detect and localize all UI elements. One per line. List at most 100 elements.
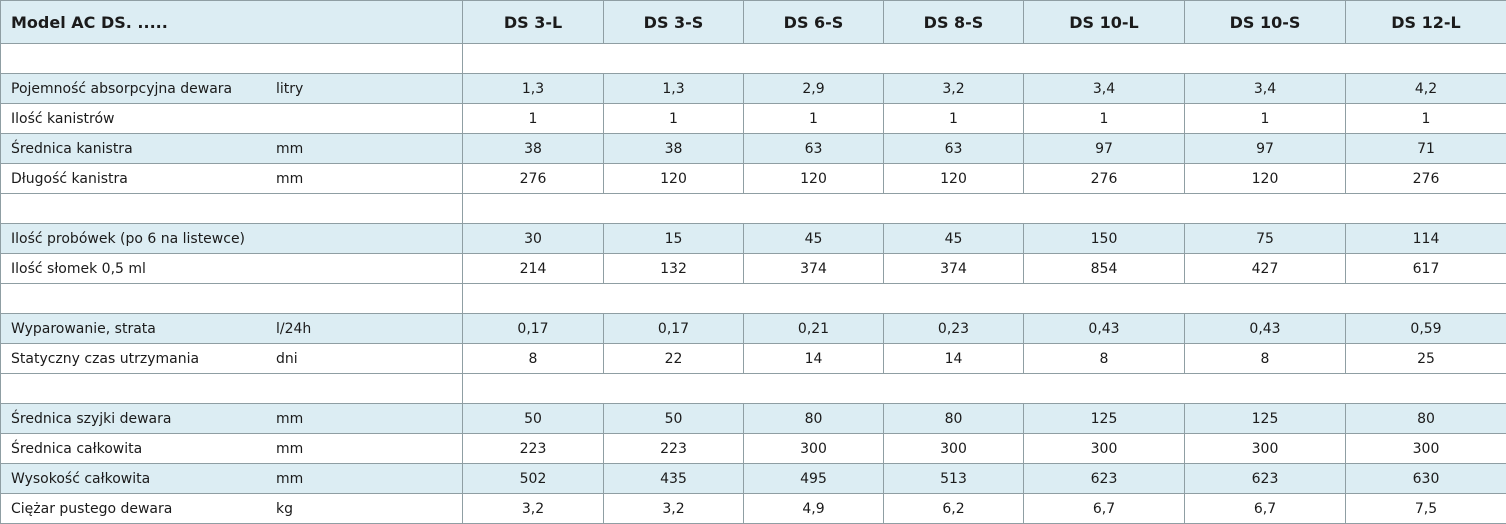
spacer-cell [1, 284, 463, 314]
row-label: Ilość słomek 0,5 ml [11, 261, 146, 277]
value-cell: 1 [1024, 104, 1185, 134]
value-cell: 623 [1185, 464, 1346, 494]
row-label: Ilość probówek (po 6 na listewce) [11, 231, 245, 247]
value-cell: 97 [1185, 134, 1346, 164]
value-cell: 1 [744, 104, 884, 134]
value-cell: 214 [463, 254, 604, 284]
value-cell: 374 [884, 254, 1024, 284]
value-cell: 300 [1024, 434, 1185, 464]
row-label: Średnica szyjki dewara [11, 411, 171, 427]
value-cell: 14 [884, 344, 1024, 374]
value-cell: 71 [1346, 134, 1506, 164]
value-cell: 22 [604, 344, 744, 374]
value-cell: 623 [1024, 464, 1185, 494]
row-label-cell: Pojemność absorpcyjna dewara litry [1, 74, 463, 104]
value-cell: 427 [1185, 254, 1346, 284]
value-cell: 3,4 [1185, 74, 1346, 104]
value-cell: 80 [884, 404, 1024, 434]
row-label-cell: Ilość kanistrów [1, 104, 463, 134]
value-cell: 4,2 [1346, 74, 1506, 104]
value-cell: 120 [744, 164, 884, 194]
value-cell: 120 [884, 164, 1024, 194]
value-cell: 1 [463, 104, 604, 134]
value-cell: 300 [744, 434, 884, 464]
row-unit: mm [276, 141, 303, 157]
value-cell: 502 [463, 464, 604, 494]
spacer-cell [1, 194, 463, 224]
value-cell: 0,23 [884, 314, 1024, 344]
value-cell: 45 [744, 224, 884, 254]
value-cell: 300 [884, 434, 1024, 464]
value-cell: 300 [1185, 434, 1346, 464]
value-cell: 3,2 [884, 74, 1024, 104]
value-cell: 120 [604, 164, 744, 194]
row-label: Średnica kanistra [11, 141, 133, 157]
value-cell: 0,17 [604, 314, 744, 344]
row-label-cell: Ilość słomek 0,5 ml [1, 254, 463, 284]
value-cell: 1 [884, 104, 1024, 134]
value-cell: 15 [604, 224, 744, 254]
value-cell: 8 [1024, 344, 1185, 374]
spacer-row [1, 194, 1506, 224]
value-cell: 7,5 [1346, 494, 1506, 524]
model-header: DS 8-S [884, 1, 1024, 44]
value-cell: 223 [604, 434, 744, 464]
row-unit: mm [276, 171, 303, 187]
value-cell: 630 [1346, 464, 1506, 494]
value-cell: 300 [1346, 434, 1506, 464]
value-cell: 45 [884, 224, 1024, 254]
value-cell: 6,7 [1024, 494, 1185, 524]
spacer-cell [463, 44, 1506, 74]
value-cell: 3,2 [604, 494, 744, 524]
value-cell: 38 [463, 134, 604, 164]
row-label: Ilość kanistrów [11, 111, 114, 127]
value-cell: 63 [884, 134, 1024, 164]
row-label-cell: Ciężar pustego dewara kg [1, 494, 463, 524]
value-cell: 75 [1185, 224, 1346, 254]
value-cell: 513 [884, 464, 1024, 494]
value-cell: 3,2 [463, 494, 604, 524]
value-cell: 0,43 [1185, 314, 1346, 344]
row-unit: mm [276, 411, 303, 427]
model-header: DS 10-S [1185, 1, 1346, 44]
value-cell: 223 [463, 434, 604, 464]
value-cell: 617 [1346, 254, 1506, 284]
value-cell: 6,2 [884, 494, 1024, 524]
row-unit: l/24h [276, 321, 311, 337]
row-label: Wyparowanie, strata [11, 321, 156, 337]
spacer-cell [1, 44, 463, 74]
row-unit: kg [276, 501, 293, 517]
row-label: Ciężar pustego dewara [11, 501, 172, 517]
value-cell: 3,4 [1024, 74, 1185, 104]
row-label-cell: Średnica kanistra mm [1, 134, 463, 164]
spacer-cell [1, 374, 463, 404]
spacer-row [1, 284, 1506, 314]
value-cell: 1 [1346, 104, 1506, 134]
value-cell: 374 [744, 254, 884, 284]
value-cell: 14 [744, 344, 884, 374]
value-cell: 276 [1024, 164, 1185, 194]
value-cell: 80 [744, 404, 884, 434]
value-cell: 1,3 [463, 74, 604, 104]
value-cell: 4,9 [744, 494, 884, 524]
row-label: Pojemność absorpcyjna dewara [11, 81, 232, 97]
value-cell: 0,17 [463, 314, 604, 344]
row-unit: litry [276, 81, 303, 97]
value-cell: 25 [1346, 344, 1506, 374]
spacer-cell [463, 284, 1506, 314]
value-cell: 114 [1346, 224, 1506, 254]
value-cell: 50 [463, 404, 604, 434]
